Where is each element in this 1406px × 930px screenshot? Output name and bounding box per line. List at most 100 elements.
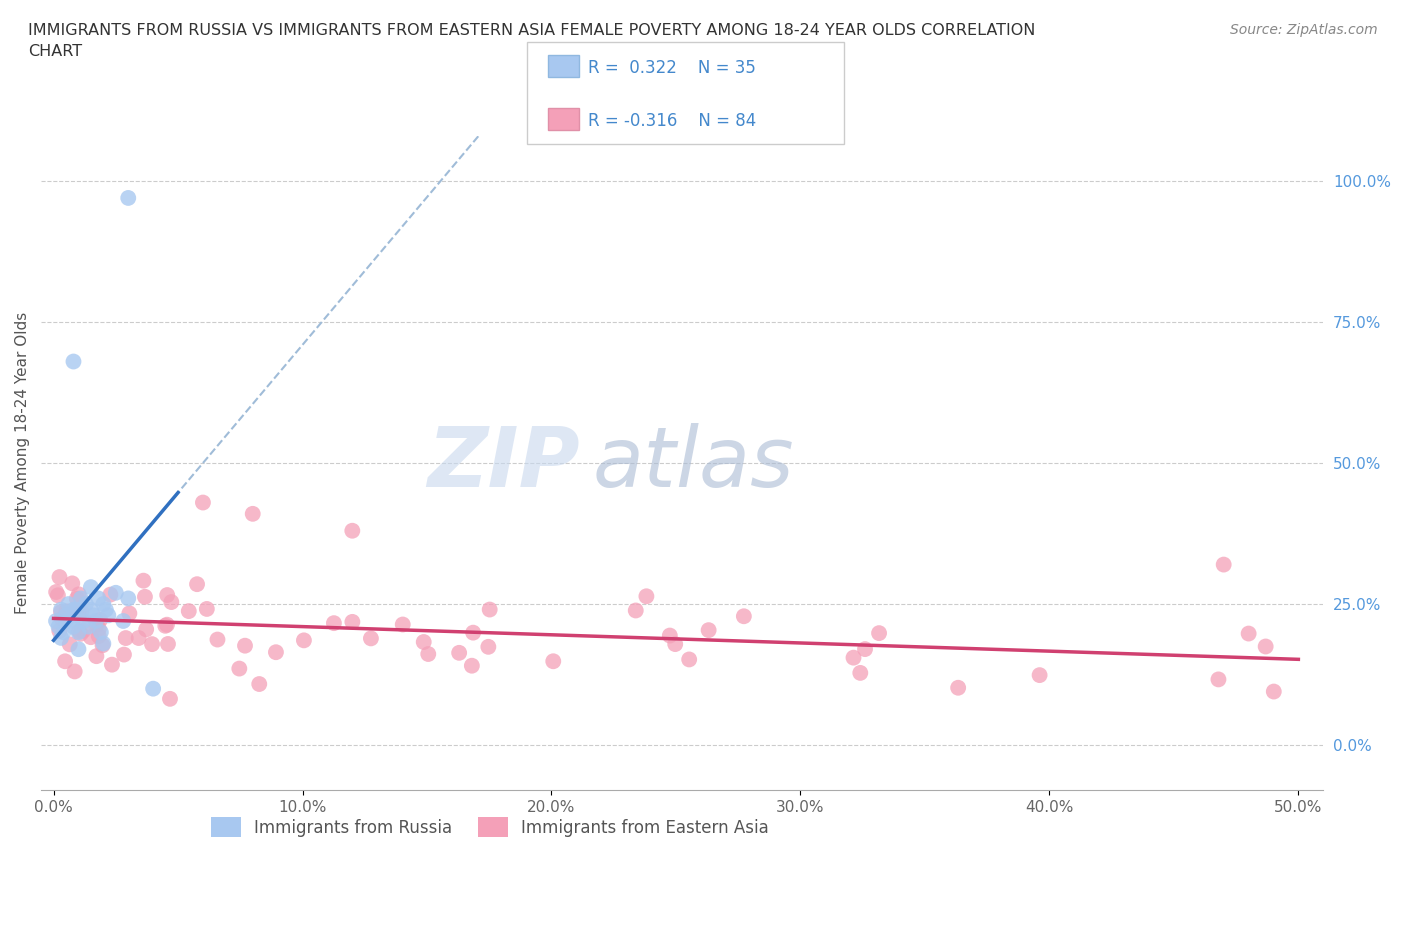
Y-axis label: Female Poverty Among 18-24 Year Olds: Female Poverty Among 18-24 Year Olds (15, 312, 30, 614)
Point (62, 619, 84, 634)
Point (87, 591, 110, 605)
Point (463, 625, 485, 640)
Point (66, 591, 89, 606)
Point (141, 637, 163, 652)
Point (228, 661, 250, 676)
Point (118, 606, 141, 621)
Point (104, 585, 127, 600)
Point (82, 608, 104, 623)
Point (63, 664, 86, 679)
Point (134, 590, 156, 604)
Point (53, 654, 76, 669)
Point (62, 603, 84, 618)
Point (49, 604, 72, 619)
Point (48, 569, 70, 584)
Point (1254, 639, 1277, 654)
Point (853, 642, 876, 657)
Point (412, 634, 434, 649)
Point (191, 495, 214, 510)
Point (72, 614, 94, 629)
Text: Source: ZipAtlas.com: Source: ZipAtlas.com (1230, 23, 1378, 37)
Point (159, 691, 181, 706)
Point (77, 619, 100, 634)
Point (55, 608, 77, 623)
Point (868, 626, 890, 641)
Point (658, 628, 681, 643)
Point (142, 682, 165, 697)
Point (842, 650, 865, 665)
Point (80, 630, 103, 644)
Point (65, 603, 87, 618)
Point (97, 608, 120, 623)
Point (63, 604, 86, 619)
Text: R =  0.322    N = 35: R = 0.322 N = 35 (588, 59, 755, 77)
Point (62, 354, 84, 369)
Point (242, 506, 264, 521)
Text: R = -0.316    N = 84: R = -0.316 N = 84 (588, 112, 756, 130)
Point (132, 573, 155, 588)
Point (52, 625, 75, 640)
Point (46, 588, 69, 603)
Point (117, 191, 139, 206)
Point (1212, 557, 1234, 572)
Point (58, 597, 80, 612)
Point (461, 658, 484, 673)
Point (156, 588, 179, 603)
Point (84, 614, 107, 629)
Point (48, 619, 70, 634)
Point (360, 631, 382, 645)
Point (55, 614, 77, 629)
Point (624, 603, 647, 618)
Point (292, 633, 315, 648)
Point (49, 631, 72, 645)
Point (90, 625, 112, 640)
Point (93, 636, 115, 651)
Point (160, 594, 183, 609)
Point (342, 524, 364, 538)
Point (91, 638, 114, 653)
Point (86, 617, 108, 631)
Point (70, 591, 93, 605)
Point (1263, 684, 1285, 699)
Point (128, 631, 150, 645)
Point (477, 640, 499, 655)
Point (93, 597, 115, 612)
Point (264, 644, 287, 659)
Point (156, 636, 179, 651)
Point (449, 645, 471, 660)
Point (1028, 668, 1050, 683)
Text: IMMIGRANTS FROM RUSSIA VS IMMIGRANTS FROM EASTERN ASIA FEMALE POVERTY AMONG 18-2: IMMIGRANTS FROM RUSSIA VS IMMIGRANTS FRO… (28, 23, 1035, 60)
Point (48, 623, 70, 638)
Point (67, 587, 90, 602)
Point (233, 638, 256, 653)
Point (155, 618, 177, 633)
Point (177, 604, 200, 618)
Point (195, 602, 218, 617)
Point (67, 625, 90, 640)
Point (67, 642, 90, 657)
Point (98, 587, 121, 602)
Point (80, 579, 103, 594)
Point (733, 609, 755, 624)
Point (478, 602, 501, 617)
Point (89, 612, 111, 627)
Point (45, 614, 67, 629)
Point (114, 631, 136, 645)
Point (322, 616, 344, 631)
Point (1237, 626, 1260, 641)
Point (543, 654, 565, 669)
Point (418, 646, 440, 661)
Point (45, 585, 67, 600)
Point (94, 603, 117, 618)
Point (946, 681, 969, 696)
Point (207, 632, 229, 647)
Point (112, 647, 135, 662)
Point (49, 603, 72, 618)
Point (70, 604, 93, 619)
Point (67, 624, 90, 639)
Point (59, 614, 82, 629)
Point (69, 626, 91, 641)
Point (51, 611, 73, 626)
Point (86, 649, 108, 664)
Point (678, 652, 700, 667)
